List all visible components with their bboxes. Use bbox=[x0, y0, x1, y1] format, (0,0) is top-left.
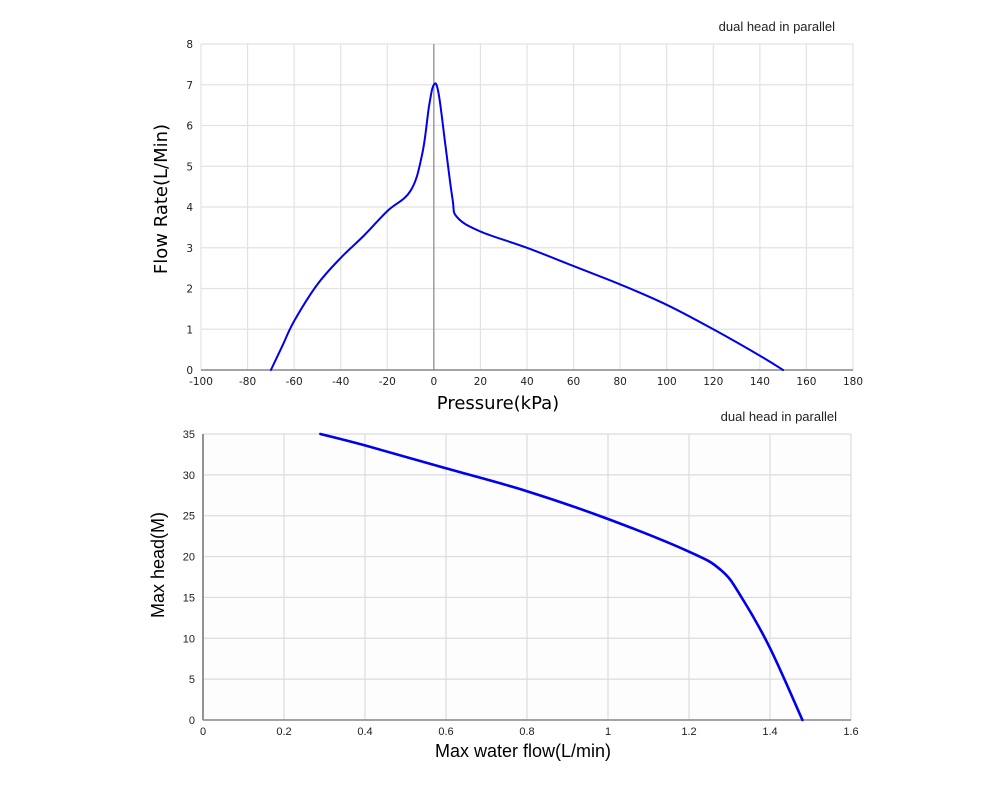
x-axis-title: Pressure(kPa) bbox=[437, 393, 559, 414]
data-series-line bbox=[269, 82, 785, 371]
x-tick-label: 60 bbox=[567, 376, 580, 388]
y-axis-title: Flow Rate(L/Min) bbox=[151, 124, 172, 274]
y-tick-label: 4 bbox=[186, 202, 193, 214]
y-tick-label: 10 bbox=[183, 633, 195, 645]
y-tick-label: 15 bbox=[183, 592, 195, 604]
x-tick-label: -40 bbox=[332, 376, 349, 388]
y-tick-label: 30 bbox=[183, 470, 195, 482]
x-tick-label: 100 bbox=[657, 376, 677, 388]
chart-note: dual head in parallel bbox=[721, 409, 837, 424]
x-tick-label: 120 bbox=[703, 376, 723, 388]
data-series-line bbox=[319, 432, 804, 722]
y-tick-label: 6 bbox=[186, 121, 193, 133]
x-tick-label: 160 bbox=[796, 376, 816, 388]
y-tick-label: 5 bbox=[186, 161, 193, 173]
y-tick-label: 7 bbox=[186, 80, 193, 92]
y-tick-label: 35 bbox=[183, 429, 195, 441]
y-tick-label: 8 bbox=[186, 39, 193, 51]
chart-note: dual head in parallel bbox=[719, 19, 835, 34]
y-tick-label: 25 bbox=[183, 511, 195, 523]
x-tick-label: 40 bbox=[520, 376, 533, 388]
y-tick-label: 2 bbox=[186, 284, 193, 296]
x-tick-label: 1 bbox=[605, 726, 611, 738]
x-tick-label: 0 bbox=[431, 376, 438, 388]
x-tick-label: -20 bbox=[379, 376, 396, 388]
y-tick-label: 20 bbox=[183, 552, 195, 564]
x-tick-label: 20 bbox=[474, 376, 487, 388]
x-tick-label: 80 bbox=[613, 376, 626, 388]
x-tick-label: 140 bbox=[750, 376, 770, 388]
y-tick-label: 5 bbox=[189, 674, 195, 686]
y-tick-label: 0 bbox=[189, 715, 195, 727]
x-tick-label: 0 bbox=[200, 726, 206, 738]
x-tick-label: 0.4 bbox=[357, 726, 372, 738]
x-tick-label: 0.6 bbox=[438, 726, 453, 738]
y-tick-label: 3 bbox=[186, 243, 193, 255]
max-head-vs-flow-chart: 0 0.2 0.4 0.6 0.8 1 1.2 1.4 1.6 0 5 10 15 20 25 30 35 Max… bbox=[148, 409, 859, 761]
x-tick-label: 1.6 bbox=[843, 726, 858, 738]
y-tick-label: 1 bbox=[186, 324, 193, 336]
x-tick-label: 1.4 bbox=[762, 726, 777, 738]
x-tick-label: -80 bbox=[239, 376, 256, 388]
x-tick-label: 180 bbox=[843, 376, 863, 388]
x-axis-title: Max water flow(L/min) bbox=[435, 741, 611, 761]
flow-rate-vs-pressure-chart: -100 -80 -60 -40 -20 0 20 40 60 80 100 120 140 160 180… bbox=[151, 19, 863, 414]
x-tick-label: 0.2 bbox=[276, 726, 291, 738]
y-tick-label: 0 bbox=[186, 365, 193, 377]
y-axis-title: Max head(M) bbox=[148, 512, 168, 618]
x-tick-label: 1.2 bbox=[681, 726, 696, 738]
x-tick-label: 0.8 bbox=[519, 726, 534, 738]
x-tick-label: -60 bbox=[286, 376, 303, 388]
x-tick-label: -100 bbox=[189, 376, 213, 388]
